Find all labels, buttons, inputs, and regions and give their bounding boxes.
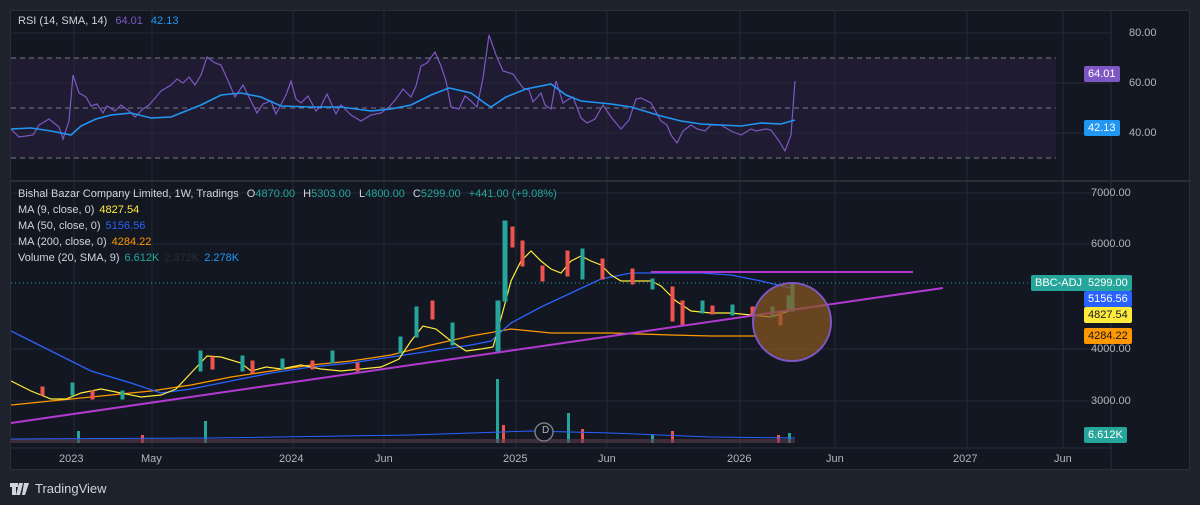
price-tick-3000: 3000.00 xyxy=(1091,395,1131,407)
low-label: L xyxy=(358,188,366,200)
volume-bars xyxy=(11,379,795,443)
time-label: 2026 xyxy=(727,453,752,465)
ma200-line xyxy=(11,328,756,406)
close-price-tag: 5299.00 xyxy=(1084,275,1132,291)
rsi-price-tag: 64.01 xyxy=(1084,66,1120,82)
volume-price-tag: 6.612K xyxy=(1084,427,1127,443)
open-value: 4870.00 xyxy=(255,188,296,200)
high-value: 5303.00 xyxy=(311,188,351,200)
rsi-sma-value: 42.13 xyxy=(150,15,179,27)
rsi-legend: RSI (14, SMA, 14) 64.01 42.13 xyxy=(18,13,183,29)
ma200-label: MA (200, close, 0) xyxy=(18,236,107,248)
rsi-sma-price-tag: 42.13 xyxy=(1084,120,1120,136)
ma200-legend[interactable]: MA (200, close, 0) 4284.22 xyxy=(18,234,562,250)
time-label: 2027 xyxy=(953,453,978,465)
ma200-value: 4284.22 xyxy=(111,236,152,248)
change-value: +441.00 (+9.08%) xyxy=(468,188,557,200)
ma9-price-tag: 4827.54 xyxy=(1084,307,1132,323)
rsi-line xyxy=(11,34,796,153)
price-tick-7000: 7000.00 xyxy=(1091,187,1131,199)
volume-sma-value: 2.278K xyxy=(204,252,240,264)
time-label: Jun xyxy=(375,453,393,465)
time-label: 2024 xyxy=(279,453,304,465)
dividend-marker[interactable] xyxy=(534,422,554,442)
brand-name: TradingView xyxy=(35,481,107,496)
low-value: 4800.00 xyxy=(365,188,405,200)
chart-canvas[interactable] xyxy=(11,11,1191,471)
close-label: C xyxy=(412,188,421,200)
tradingview-logo-icon xyxy=(10,482,29,495)
chart-frame[interactable]: D RSI (14, SMA, 14) 64.01 42.13 Bishal B… xyxy=(10,10,1191,471)
rsi-tick-40: 40.00 xyxy=(1129,127,1157,139)
price-tick-6000: 6000.00 xyxy=(1091,238,1131,250)
ma50-legend[interactable]: MA (50, close, 0) 5156.56 xyxy=(18,218,562,234)
ma200-price-tag: 4284.22 xyxy=(1084,328,1132,344)
volume-legend[interactable]: Volume (20, SMA, 9) 6.612K 2.372K 2.278K xyxy=(18,250,562,266)
rsi-tick-60: 60.00 xyxy=(1129,77,1157,89)
volume-label: Volume (20, SMA, 9) xyxy=(18,252,120,264)
ma50-value: 5156.56 xyxy=(105,220,146,232)
ma9-legend[interactable]: MA (9, close, 0) 4827.54 xyxy=(18,202,562,218)
ma50-price-tag: 5156.56 xyxy=(1084,291,1132,307)
main-legend: Bishal Bazar Company Limited, 1W, Tradin… xyxy=(18,186,562,266)
ma9-label: MA (9, close, 0) xyxy=(18,204,95,216)
symbol-tag: BBC-ADJ xyxy=(1031,275,1087,291)
open-label: O xyxy=(246,188,256,200)
ma50-label: MA (50, close, 0) xyxy=(18,220,101,232)
highlight-circle[interactable] xyxy=(752,282,832,362)
time-label: 2025 xyxy=(503,453,528,465)
candles xyxy=(40,220,795,400)
time-label: 2023 xyxy=(59,453,84,465)
ma9-value: 4827.54 xyxy=(99,204,140,216)
high-label: H xyxy=(303,188,312,200)
tradingview-footer[interactable]: TradingView xyxy=(10,481,107,496)
time-label: May xyxy=(141,453,162,465)
dividend-marker-label: D xyxy=(542,425,550,436)
rsi-sma-line xyxy=(11,83,796,136)
rsi-title: RSI (14, SMA, 14) xyxy=(18,15,108,27)
time-label: Jun xyxy=(598,453,616,465)
time-label: Jun xyxy=(826,453,844,465)
rsi-value: 64.01 xyxy=(115,15,143,27)
rsi-tick-80: 80.00 xyxy=(1129,27,1157,39)
symbol-line: Bishal Bazar Company Limited, 1W, Tradin… xyxy=(18,186,562,202)
symbol-name: Bishal Bazar Company Limited, 1W, Tradin… xyxy=(18,188,239,200)
time-label: Jun xyxy=(1054,453,1072,465)
price-tick-4000: 4000.00 xyxy=(1091,343,1131,355)
close-value: 5299.00 xyxy=(420,188,461,200)
volume-value: 6.612K xyxy=(124,252,160,264)
volume-v2: 2.372K xyxy=(164,252,200,264)
ma50-line xyxy=(11,272,796,394)
